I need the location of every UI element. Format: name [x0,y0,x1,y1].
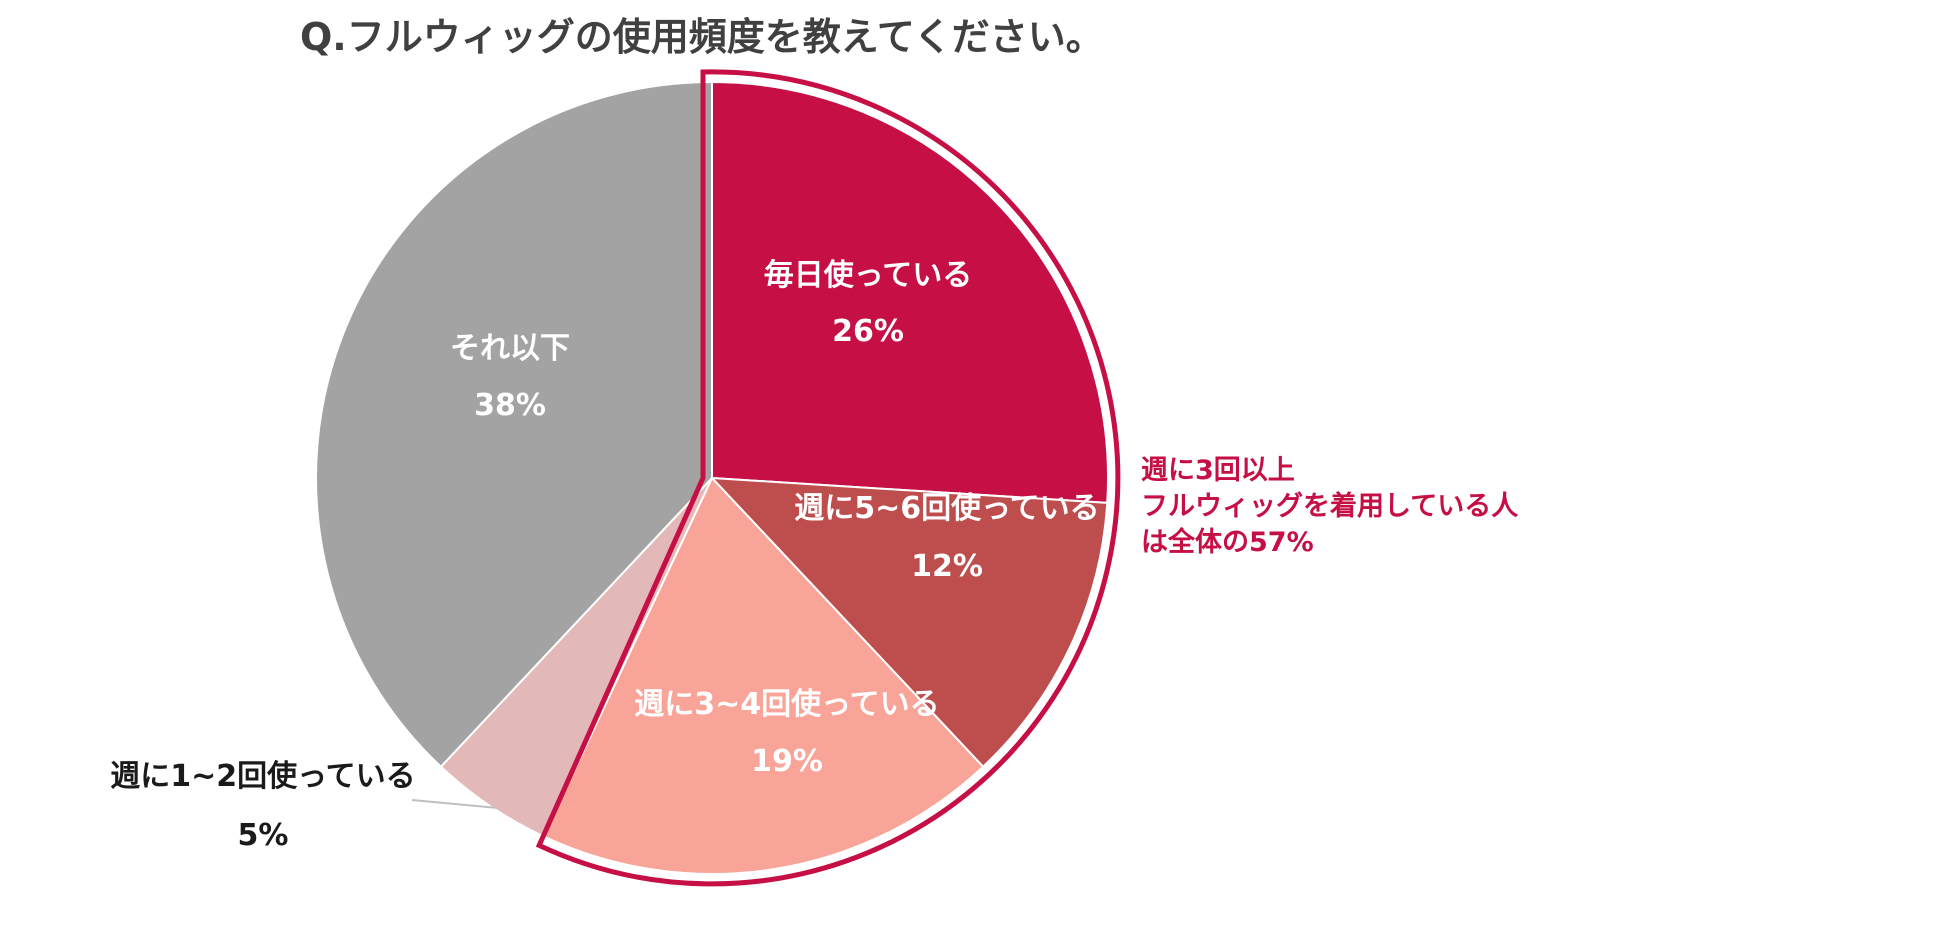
pie-slice [315,80,713,769]
slice-label: 週に1~2回使っている [110,759,415,794]
slice-value-label: 12% [911,549,983,584]
slice-labels: 毎日使っている 26% 週に5~6回使っている 12% 週に3~4回使っている 19% 週に… [110,258,1099,853]
leader-line [411,799,499,809]
slice-label: それ以下 [450,331,570,366]
annotation-line: フルウィッグを着用している人 [1141,490,1518,522]
highlight-outline [535,69,1121,887]
slice-value-label: 5% [238,818,289,853]
slice-label: 週に5~6回使っている [794,491,1099,526]
pie-slice [711,80,1109,504]
chart-title: Q.フルウィッグの使用頻度を教えてください。 [300,15,1104,59]
annotation-line: 週に3回以上 [1141,455,1295,486]
pie-slice [542,476,985,875]
slice-label: 毎日使っている [764,258,973,293]
slice-value-label: 26% [832,314,904,349]
slice-value-label: 19% [751,744,823,779]
pie-slices [315,80,1109,875]
slice-value-label: 38% [474,388,546,423]
slice-label: 週に3~4回使っている [634,687,939,722]
pie-slice [709,476,1109,769]
annotation-line: は全体の57% [1141,526,1314,558]
